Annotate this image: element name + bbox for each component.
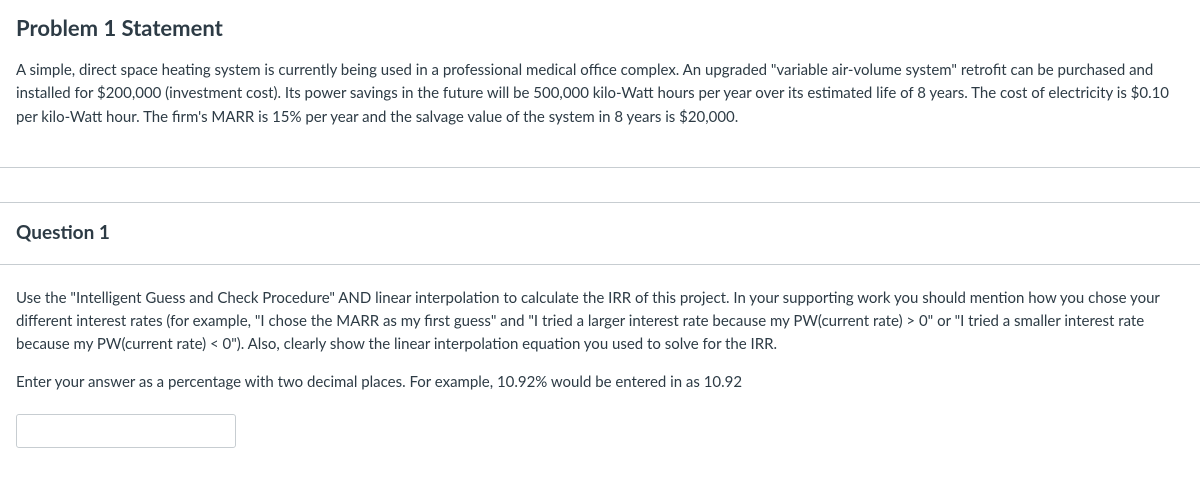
question-instructions: Use the "Intelligent Guess and Check Pro… [16,287,1184,357]
answer-input[interactable] [16,414,236,448]
question-heading: Question 1 [16,221,1184,246]
section-gap [0,168,1200,202]
question-body-section: Use the "Intelligent Guess and Check Pro… [0,265,1200,472]
problem-heading: Problem 1 Statement [16,14,1184,41]
problem-statement-section: Problem 1 Statement A simple, direct spa… [0,0,1200,167]
problem-body-text: A simple, direct space heating system is… [16,59,1184,129]
question-header-block: Question 1 [0,203,1200,265]
question-answer-format: Enter your answer as a percentage with t… [16,371,1184,394]
